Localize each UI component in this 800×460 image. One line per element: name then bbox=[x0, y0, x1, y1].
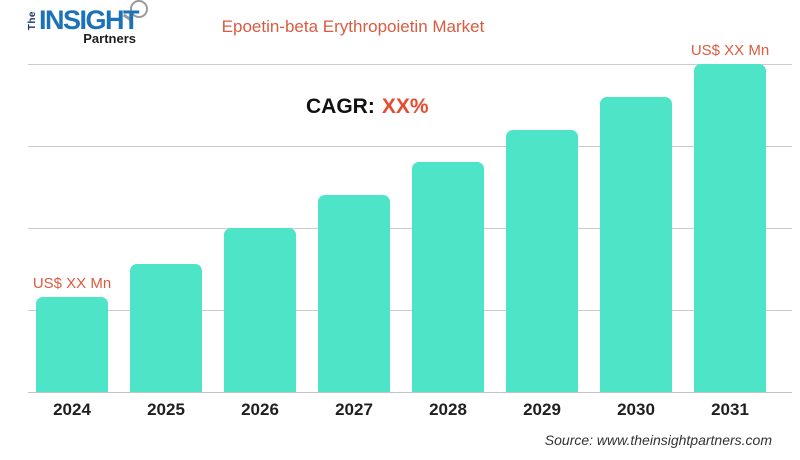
plot-area: US$ XX Mn US$ XX Mn bbox=[28, 42, 792, 393]
bar-2028 bbox=[412, 162, 484, 392]
cagr-label: CAGR: bbox=[306, 95, 375, 118]
bar-2027 bbox=[318, 195, 390, 392]
source-text: Source: www.theinsightpartners.com bbox=[544, 432, 772, 448]
gridline bbox=[28, 146, 792, 147]
bar-value-label-2024: US$ XX Mn bbox=[32, 275, 112, 292]
bar-2031 bbox=[694, 64, 766, 392]
bar-2026 bbox=[224, 228, 296, 392]
bar-2029 bbox=[506, 130, 578, 392]
x-tick-2031: 2031 bbox=[711, 400, 749, 419]
gridline bbox=[28, 310, 792, 311]
x-axis-labels: 2024 2025 2026 2027 2028 2029 2030 2031 bbox=[28, 400, 792, 424]
logo-the-text: The bbox=[27, 11, 38, 31]
x-tick-2025: 2025 bbox=[147, 400, 185, 419]
x-tick-2028: 2028 bbox=[429, 400, 467, 419]
x-tick-2024: 2024 bbox=[53, 400, 91, 419]
x-tick-2027: 2027 bbox=[335, 400, 373, 419]
gridline bbox=[28, 228, 792, 229]
gridline bbox=[28, 64, 792, 65]
x-tick-2030: 2030 bbox=[617, 400, 655, 419]
magnifier-icon bbox=[130, 0, 149, 18]
insight-partners-logo: The INSIGHT Partners bbox=[27, 0, 149, 46]
cagr-value: XX% bbox=[381, 95, 429, 118]
logo-insight-text: INSIGHT bbox=[39, 5, 140, 35]
x-tick-2026: 2026 bbox=[241, 400, 279, 419]
bar-value-label-2031: US$ XX Mn bbox=[690, 42, 770, 59]
logo-partners-text: Partners bbox=[83, 31, 137, 46]
bar-2025 bbox=[130, 264, 202, 392]
chart-title: Epoetin-beta Erythropoietin Market bbox=[221, 17, 485, 36]
bar-2024 bbox=[36, 297, 108, 392]
x-tick-2029: 2029 bbox=[523, 400, 561, 419]
bar-2030 bbox=[600, 97, 672, 392]
cagr-annotation: CAGR: XX% bbox=[306, 95, 429, 119]
